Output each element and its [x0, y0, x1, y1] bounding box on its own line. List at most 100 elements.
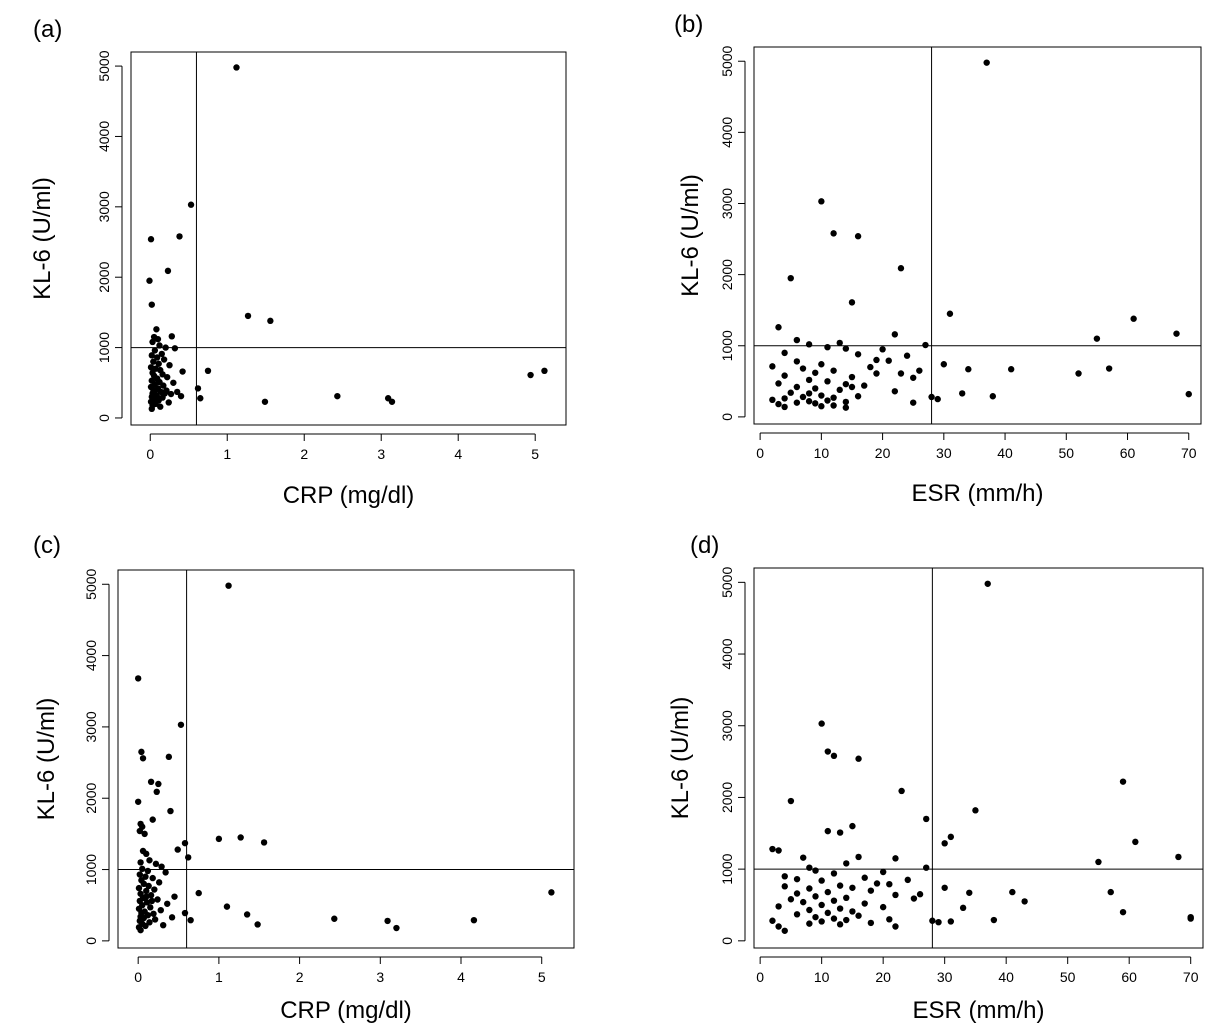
- panel-d-data-point: [830, 897, 838, 904]
- panel-c-data-point: [136, 871, 143, 878]
- panel-d-data-point: [855, 755, 862, 762]
- panel-b-x-tick-label: 10: [814, 445, 830, 461]
- panel-a-data-point: [153, 326, 160, 333]
- panel-c-data-point: [134, 675, 142, 682]
- panel-b-data-point: [793, 399, 801, 406]
- panel-d-data-point: [892, 923, 899, 930]
- panel-d-data-point: [929, 917, 936, 924]
- panel-d-data-point: [855, 853, 862, 861]
- panel-d-data-point: [966, 889, 973, 896]
- panel-b-x-tick-label: 60: [1120, 445, 1136, 461]
- panel-b-data-point: [824, 397, 831, 404]
- panel-c-data-point: [151, 886, 158, 893]
- panel-d-data-point: [775, 847, 782, 854]
- panel-b-y-tick-label: 3000: [719, 188, 735, 219]
- panel-d-data-point: [775, 903, 782, 910]
- panel-b-data-point: [830, 367, 837, 374]
- panel-c-data-point: [146, 857, 153, 864]
- panel-c-data-point: [384, 917, 391, 925]
- panel-a-y-tick-label: 4000: [96, 121, 112, 152]
- panel-a-data-point: [261, 398, 269, 405]
- panel-b-data-point: [1105, 365, 1113, 372]
- panel-d-data-point: [941, 840, 948, 847]
- panel-a-data-point: [179, 368, 186, 375]
- panel-c-data-point: [181, 839, 189, 847]
- panel-b-data-point: [830, 394, 837, 401]
- panel-b-data-point: [781, 403, 788, 411]
- panel-d-data-point: [947, 833, 955, 841]
- panel-a: (a) 0 1 2 3 4 5 0 1000 2000 3000 4000 5000 CRP (mg/dl…: [29, 16, 567, 509]
- panel-d-data-point: [892, 891, 899, 899]
- panel-a-data-point: [167, 390, 175, 398]
- panel-b-data-point: [916, 367, 923, 374]
- panel-b-data-point: [812, 369, 819, 376]
- panel-b-data-point: [897, 265, 905, 272]
- panel-b-data-point: [787, 389, 794, 396]
- panel-a-data-point: [163, 373, 171, 381]
- panel-c-data-point: [158, 863, 165, 870]
- panel-c-data-point: [147, 892, 155, 899]
- panel-a-data-point: [170, 379, 177, 386]
- panel-c-data-point: [185, 854, 192, 861]
- panel-d-data-point: [1119, 908, 1127, 916]
- panel-a-y-tick-label: 1000: [96, 332, 112, 363]
- panel-a-data-point: [388, 398, 396, 405]
- panel-a-data-point: [187, 201, 195, 208]
- panel-b-data-point: [805, 390, 813, 397]
- panel-b-data-point: [769, 396, 776, 404]
- panel-c-data-point: [254, 921, 261, 928]
- panel-d-data-point: [787, 896, 795, 903]
- panel-a-y-tick-label: 3000: [96, 191, 112, 222]
- panel-c-data-point: [153, 788, 160, 796]
- panel-d-data-point: [892, 855, 899, 862]
- panel-c-data-point: [165, 753, 173, 761]
- panel-c-data-point: [148, 897, 156, 905]
- panel-b-data-point: [873, 356, 880, 364]
- panel-b-x-tick-label: 0: [756, 445, 764, 461]
- panel-d-data-point: [806, 885, 813, 892]
- panel-d-data-point: [793, 875, 801, 883]
- panel-c-data-point: [137, 859, 144, 866]
- panel-c-data-point: [147, 904, 154, 911]
- panel-c-data-point: [215, 835, 223, 843]
- panel-c-x-tick-label: 3: [376, 969, 384, 985]
- panel-d-data-point: [947, 918, 955, 925]
- panel-a-data-point: [155, 360, 162, 367]
- panel-b-data-point: [812, 385, 819, 392]
- panel-c-data-point: [548, 889, 555, 896]
- panel-b: (b) 0 10 20 30 40 50 60 70 0 1000 2000 3000 4000 5000 E…: [674, 11, 1202, 507]
- panel-d-x-tick-label: 10: [814, 969, 830, 985]
- panel-d-data-point: [843, 860, 850, 867]
- panel-c-data-point: [143, 850, 150, 858]
- panel-a-data-point: [177, 392, 185, 400]
- panel-b-data-point: [910, 374, 917, 381]
- panel-a-data-point: [154, 335, 162, 343]
- panel-d-data-point: [818, 918, 825, 925]
- panel-b-y-tick-label: 0: [719, 413, 735, 421]
- panel-c-data-point: [393, 924, 400, 932]
- panel-c-data-point: [174, 846, 181, 853]
- panel-d-data-point: [935, 918, 942, 926]
- panel-d-y-tick-label: 5000: [719, 567, 735, 598]
- panel-b-x-tick-label: 30: [936, 445, 952, 461]
- panel-b-data-point: [854, 233, 862, 240]
- panel-a-data-point: [151, 347, 159, 354]
- panel-d-data-point: [886, 916, 893, 923]
- panel-a-data-point: [148, 405, 155, 413]
- panel-c-x-tick-label: 2: [296, 969, 304, 985]
- panel-d-data-point: [812, 893, 819, 900]
- panel-d-data-point: [824, 888, 832, 896]
- panel-a-data-point: [159, 371, 166, 378]
- panel-d-data-point: [824, 748, 832, 755]
- panel-d-data-point: [836, 829, 844, 836]
- panel-b-data-point: [897, 370, 905, 377]
- panel-a-x-tick-label: 1: [223, 446, 231, 462]
- panel-c-data-point: [157, 907, 164, 914]
- panel-b-x-tick-label: 20: [875, 445, 891, 461]
- panel-b-data-point: [1173, 330, 1180, 337]
- panel-b-data-point: [818, 403, 825, 410]
- panel-b-data-point: [848, 373, 856, 381]
- panel-c-x-tick-label: 0: [134, 969, 142, 985]
- panel-d-data-point: [769, 917, 776, 924]
- panel-d-y-tick-label: 4000: [719, 638, 735, 669]
